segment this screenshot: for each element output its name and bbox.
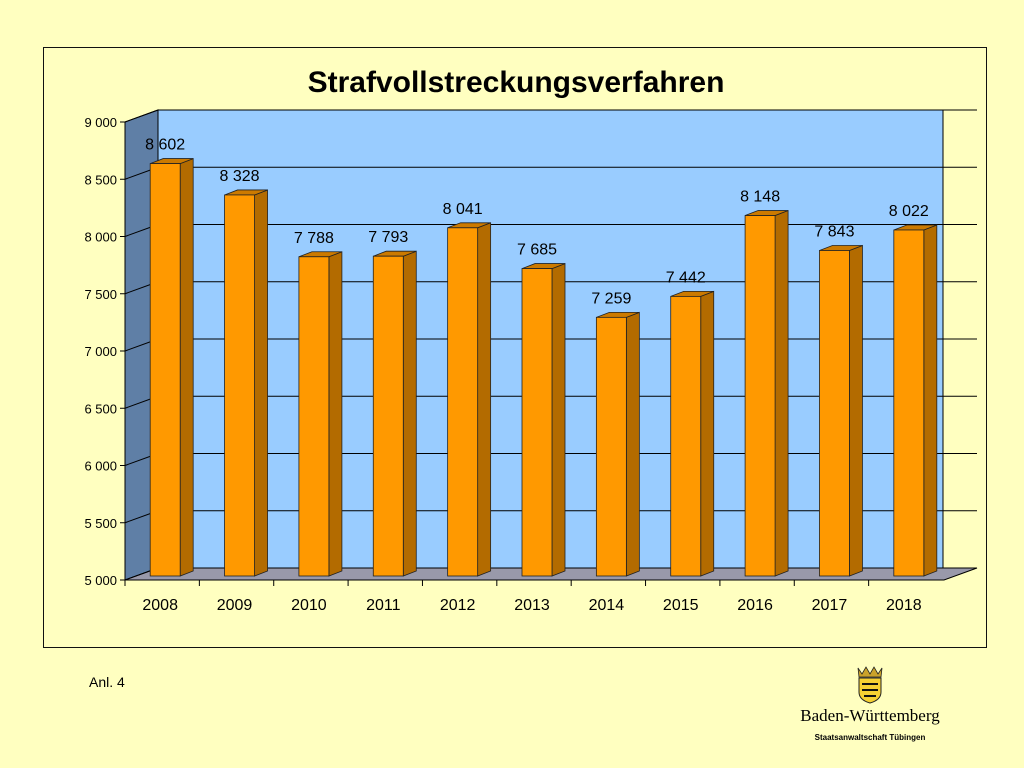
y-tick-label: 7 000 <box>84 344 117 359</box>
bar <box>521 268 553 577</box>
y-tick-label: 8 000 <box>84 230 117 245</box>
x-tick-label: 2015 <box>663 597 699 614</box>
bar <box>372 255 404 577</box>
brand-subtitle: Staatsanwaltschaft Tübingen <box>814 733 926 742</box>
y-tick-label: 9 000 <box>84 115 117 130</box>
bar-side <box>328 251 343 577</box>
bar <box>447 227 479 577</box>
chart-frame: 5 000 5 500 6 000 6 500 7 000 7 500 8 000 8 500… <box>43 47 987 648</box>
y-tick-label: 6 500 <box>84 401 117 416</box>
bar-side <box>774 209 789 577</box>
y-tick-label: 7 500 <box>84 287 117 302</box>
bar <box>149 163 181 577</box>
bar-side <box>849 244 863 577</box>
bar-side <box>625 311 640 577</box>
footnote: Anl. 4 <box>89 674 125 690</box>
bar-side <box>551 262 566 577</box>
data-label: 7 793 <box>368 229 408 246</box>
bar <box>819 250 850 577</box>
coat-of-arms-icon <box>857 666 883 704</box>
data-label: 8 041 <box>443 201 483 218</box>
bar-side <box>923 224 938 577</box>
data-label: 7 442 <box>666 269 706 286</box>
brand-name: Baden-Württemberg <box>800 706 940 725</box>
data-label: 7 685 <box>517 242 557 259</box>
y-tick-label: 8 500 <box>84 172 117 187</box>
x-tick-label: 2010 <box>291 597 327 614</box>
data-label: 7 843 <box>814 223 854 240</box>
x-tick-label: 2008 <box>142 597 178 614</box>
data-label: 8 148 <box>740 189 780 206</box>
x-tick-label: 2013 <box>514 597 550 614</box>
bar-side <box>254 189 268 577</box>
bar <box>595 316 627 577</box>
bar-side <box>477 222 492 577</box>
x-tick-label: 2016 <box>737 597 773 614</box>
x-tick-label: 2012 <box>440 597 476 614</box>
bar <box>298 256 330 577</box>
x-tick-label: 2011 <box>366 597 401 614</box>
bar <box>224 194 255 577</box>
y-tick-label: 5 500 <box>84 516 117 531</box>
data-label: 8 328 <box>220 168 260 185</box>
bar-side <box>402 250 417 577</box>
x-tick-label: 2009 <box>217 597 253 614</box>
x-tick-label: 2014 <box>589 597 625 614</box>
x-tick-label: 2017 <box>812 597 848 614</box>
data-label: 8 602 <box>145 137 185 154</box>
gridline-side <box>124 109 159 123</box>
data-label: 7 259 <box>591 290 631 307</box>
bar <box>744 215 776 577</box>
chart-svg: 5 000 5 500 6 000 6 500 7 000 7 500 8 000 8 500… <box>84 66 978 614</box>
data-label: 8 022 <box>889 203 929 220</box>
y-tick-label: 5 000 <box>84 573 117 588</box>
bar-side <box>179 157 194 577</box>
y-tick-label: 6 000 <box>84 459 117 474</box>
bar <box>893 229 925 577</box>
bar-side <box>700 290 715 577</box>
data-label: 7 788 <box>294 230 334 247</box>
bar <box>670 295 702 577</box>
x-tick-label: 2018 <box>886 597 922 614</box>
state-logo: Baden-Württemberg Staatsanwaltschaft Tüb… <box>785 664 955 746</box>
chart-title: Strafvollstreckungsverfahren <box>308 66 725 99</box>
